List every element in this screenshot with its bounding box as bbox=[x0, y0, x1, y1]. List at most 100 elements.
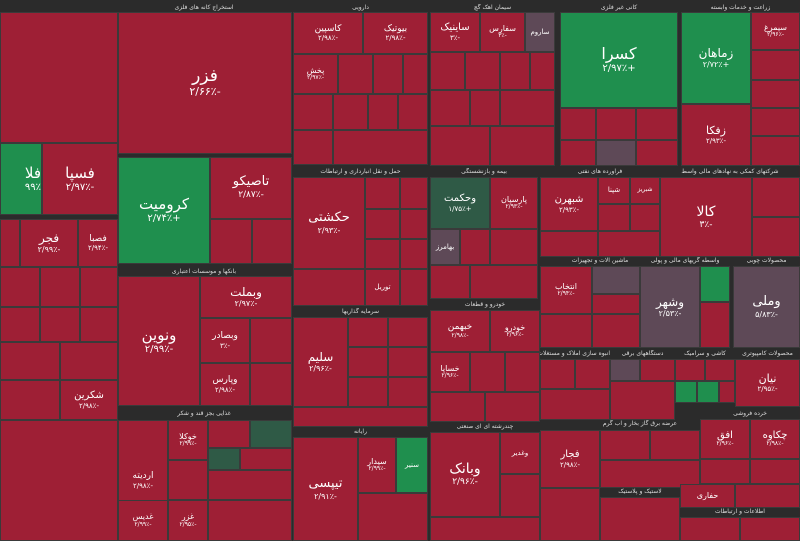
tile-small[interactable] bbox=[430, 52, 465, 90]
tile-vbemellat[interactable]: وبملت -۲/۹۷٪ bbox=[200, 276, 292, 318]
tile-small[interactable] bbox=[348, 377, 388, 407]
tile-ofogh[interactable]: افق -۲/۹۶٪ bbox=[700, 419, 750, 459]
tile-caspian[interactable]: کاسپین -۲/۹۸٪ bbox=[293, 12, 363, 54]
tile-bahamrz[interactable]: بهامرز bbox=[430, 229, 460, 265]
tile-fesba[interactable]: فصبا -۲/۹۴٪ bbox=[78, 219, 118, 267]
tile-small[interactable] bbox=[398, 94, 428, 130]
tile-small[interactable] bbox=[470, 90, 500, 126]
tile-tasiko[interactable]: تاصیکو -۲/۸۷٪ bbox=[210, 157, 292, 219]
tile-small[interactable] bbox=[333, 130, 428, 165]
tile-small[interactable] bbox=[208, 500, 292, 541]
tile-sanir[interactable]: سنیر bbox=[396, 437, 428, 493]
tile-small[interactable] bbox=[400, 209, 428, 239]
tile-fezar[interactable]: فزر -۲/۶۶٪ bbox=[118, 12, 292, 154]
tile-hafari[interactable]: حفاری bbox=[680, 484, 735, 508]
tile-small[interactable] bbox=[365, 209, 400, 239]
tile-small[interactable] bbox=[740, 517, 800, 541]
tile-vbesader[interactable]: وبصادر -۳٪ bbox=[200, 318, 250, 363]
tile-small[interactable] bbox=[80, 307, 118, 342]
tile-fespa[interactable]: فسپا -۲/۹۷٪ bbox=[42, 143, 118, 215]
tile-small[interactable] bbox=[40, 267, 80, 307]
tile-vghadir[interactable]: وغدیر bbox=[500, 432, 540, 474]
tile-vnovin[interactable]: ونوین -۲/۹۹٪ bbox=[118, 276, 200, 406]
tile-small[interactable] bbox=[700, 459, 750, 484]
tile-small[interactable] bbox=[365, 239, 400, 269]
tile-small[interactable] bbox=[210, 219, 252, 264]
tile-small[interactable] bbox=[358, 493, 428, 541]
tile-small[interactable] bbox=[333, 94, 368, 130]
tile-small[interactable] bbox=[470, 265, 538, 299]
tile-small[interactable] bbox=[636, 108, 678, 140]
tile-small[interactable] bbox=[430, 90, 470, 126]
tile-khokla[interactable]: خوکلا -۲/۹۹٪ bbox=[168, 420, 208, 460]
tile-zefka[interactable]: زفکا -۲/۹۳٪ bbox=[681, 104, 751, 166]
tile-small[interactable] bbox=[400, 239, 428, 269]
tile-small[interactable] bbox=[598, 231, 660, 257]
tile-small[interactable] bbox=[490, 126, 555, 166]
tile-small[interactable] bbox=[600, 430, 650, 460]
tile-small[interactable] bbox=[600, 460, 700, 488]
tile-small[interactable] bbox=[540, 231, 598, 257]
tile-chekave[interactable]: چکاوه -۲/۹۸٪ bbox=[750, 419, 800, 459]
tile-small[interactable] bbox=[388, 317, 428, 347]
tile-small[interactable] bbox=[560, 108, 596, 140]
tile-small[interactable] bbox=[293, 130, 333, 165]
tile-small[interactable] bbox=[338, 54, 373, 94]
tile-small[interactable] bbox=[250, 318, 292, 363]
tile-small[interactable] bbox=[596, 140, 636, 166]
tile-small[interactable] bbox=[0, 12, 118, 143]
tile-small[interactable] bbox=[680, 517, 740, 541]
tile-small[interactable] bbox=[470, 352, 505, 392]
tile-fela[interactable]: فلا ۹۹٪ bbox=[0, 143, 42, 215]
tile-small[interactable] bbox=[592, 314, 640, 348]
tile-kala[interactable]: کالا -۳٪ bbox=[660, 177, 752, 257]
tile-small[interactable] bbox=[675, 359, 705, 381]
tile-small[interactable] bbox=[598, 204, 630, 231]
tile-small[interactable] bbox=[0, 342, 60, 380]
tile-small[interactable] bbox=[719, 381, 735, 403]
tile-small[interactable] bbox=[0, 307, 40, 342]
tile-hakeshti[interactable]: حکشتی -۲/۹۳٪ bbox=[293, 177, 365, 269]
tile-small[interactable] bbox=[636, 140, 678, 166]
tile-small[interactable] bbox=[373, 54, 403, 94]
tile-small[interactable] bbox=[40, 307, 80, 342]
tile-small[interactable] bbox=[430, 126, 490, 166]
tile-small[interactable] bbox=[208, 420, 250, 448]
tile-small[interactable] bbox=[751, 136, 800, 166]
tile-small[interactable] bbox=[365, 177, 400, 209]
tile-small[interactable] bbox=[560, 140, 596, 166]
tile-parsian[interactable]: پارسیان -۲/۹۳٪ bbox=[490, 177, 538, 229]
tile-small[interactable] bbox=[500, 474, 540, 517]
tile-small[interactable] bbox=[0, 420, 118, 541]
tile-small[interactable] bbox=[640, 359, 675, 381]
tile-small[interactable] bbox=[60, 342, 118, 380]
tile-sabnik[interactable]: ساینیک -۳٪ bbox=[430, 12, 480, 52]
tile-ghdis[interactable]: غدیس -۲/۹۹٪ bbox=[118, 500, 168, 541]
tile-small[interactable] bbox=[751, 80, 800, 108]
tile-vhekmat[interactable]: وحکمت +۱/۷۵٪ bbox=[430, 177, 490, 229]
tile-small[interactable] bbox=[751, 50, 800, 80]
tile-small[interactable] bbox=[465, 52, 500, 90]
tile-small[interactable] bbox=[388, 377, 428, 407]
tile-small[interactable] bbox=[250, 420, 292, 448]
tile-small[interactable] bbox=[485, 392, 540, 422]
tile-small[interactable] bbox=[208, 448, 240, 470]
tile-small[interactable] bbox=[500, 52, 530, 90]
tile-salim[interactable]: سلیم -۲/۹۶٪ bbox=[293, 317, 348, 407]
tile-small[interactable] bbox=[596, 108, 636, 140]
tile-shebriz[interactable]: شبریز bbox=[630, 177, 660, 204]
tile-small[interactable] bbox=[368, 94, 398, 130]
tile-small[interactable] bbox=[592, 294, 640, 314]
tile-small[interactable] bbox=[592, 266, 640, 294]
tile-small[interactable] bbox=[505, 352, 540, 392]
tile-vshahr[interactable]: وشهر -۲/۵۳٪ bbox=[640, 266, 700, 348]
tile-small[interactable] bbox=[430, 517, 540, 541]
tile-small[interactable] bbox=[610, 381, 675, 420]
tile-shebahran[interactable]: شبهرن -۲/۹۳٪ bbox=[540, 177, 598, 231]
tile-small[interactable] bbox=[630, 204, 660, 231]
tile-toril[interactable]: توریل bbox=[365, 269, 400, 306]
tile-khsapa[interactable]: خساپا -۲/۹۶٪ bbox=[430, 352, 470, 392]
tile-small[interactable] bbox=[610, 359, 640, 381]
tile-small[interactable] bbox=[700, 266, 730, 302]
tile-small[interactable] bbox=[752, 177, 800, 217]
